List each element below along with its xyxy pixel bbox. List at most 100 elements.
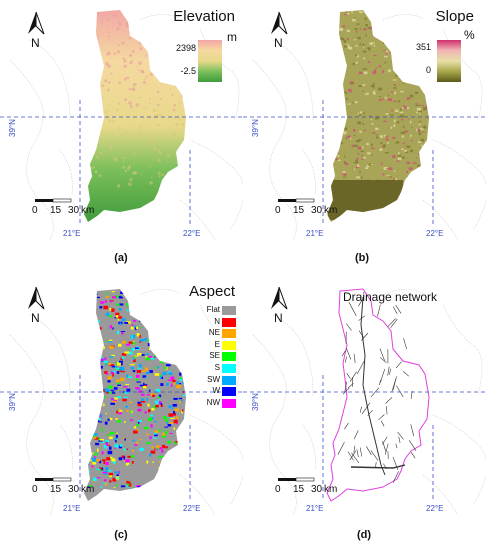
aspect-legend-label: NW [206,397,220,407]
panel-title: Slope [435,8,474,25]
longitude-label-22e: 22°E [426,504,444,513]
scalebar [278,198,315,203]
longitude-label-21e: 21°E [306,504,324,513]
elevation-map [0,10,243,241]
longitude-label-22e: 22°E [183,229,201,238]
aspect-legend-row: Flat [176,305,236,316]
longitude-label-22e: 22°E [426,229,444,238]
aspect-legend-swatch [222,306,236,315]
aspect-legend-swatch [222,387,236,397]
longitude-label-21e: 21°E [63,504,81,513]
graticule [243,375,486,500]
north-label: N [274,36,283,50]
panel-slope: N Slope % 351 0 39°N 21°E 22°E 0 15 30 k… [243,0,486,275]
drainage-map [243,288,486,516]
scalebar-15: 15 [50,205,62,216]
scalebar [35,477,72,482]
aspect-legend-row: W [176,386,236,397]
scalebar-unit: km [324,484,338,495]
north-arrow-icon [271,286,288,310]
panel-title: Drainage network [343,290,438,304]
aspect-legend-swatch [222,375,236,385]
panel-caption: (b) [354,252,370,264]
main-river [360,296,386,476]
legend-unit: m [227,30,237,44]
panel-caption: (d) [356,529,372,541]
slope-map [243,10,486,241]
aspect-legend-swatch [222,317,236,327]
north-arrow-icon [28,11,45,35]
scalebar-unit: km [81,205,95,216]
legend-unit: % [464,28,475,42]
aspect-legend-label: NE [208,328,220,338]
graticule [0,100,243,225]
scalebar-30: 30 [68,484,80,495]
graticule [243,100,486,225]
scalebar [35,198,72,203]
latitude-label: 39°N [8,393,17,411]
aspect-legend-label: E [214,339,220,349]
aspect-legend-label: S [214,363,220,372]
latitude-label: 39°N [251,393,260,411]
scalebar-0: 0 [32,484,38,495]
background-outlines [252,289,486,516]
north-arrow-icon [28,286,45,310]
panel-elevation: N Elevation m 2398 -2.5 39°N 21°E 22°E 0… [0,0,243,275]
aspect-legend-label: N [214,316,220,326]
aspect-map [0,289,243,516]
scalebar-30: 30 [311,205,323,216]
panel-caption: (c) [114,529,128,541]
longitude-label-22e: 22°E [183,504,201,513]
legend-min: -2.5 [180,66,196,76]
latitude-label: 39°N [8,119,17,137]
scalebar-unit: km [81,484,95,495]
drainage-lines [337,296,417,483]
aspect-legend-row: NW [176,397,236,409]
scalebar-0: 0 [275,205,281,216]
panel-title: Aspect [189,283,235,300]
scalebar-15: 15 [50,484,62,495]
north-label: N [274,311,283,325]
aspect-legend-row: E [176,339,236,351]
aspect-legend-label: SE [209,351,220,361]
scalebar-15: 15 [293,484,305,495]
scalebar-0: 0 [275,484,281,495]
scalebar-15: 15 [293,205,305,216]
north-label: N [31,36,40,50]
longitude-label-21e: 21°E [306,229,324,238]
aspect-legend-swatch [222,352,236,362]
scalebar-unit: km [324,205,338,216]
aspect-legend-row: SW [176,374,236,386]
color-ramp [437,40,461,82]
aspect-legend-swatch [222,398,236,408]
background-outlines [252,14,486,241]
elevation-surface [84,10,186,222]
north-arrow-icon [271,11,288,35]
aspect-legend-swatch [222,340,236,350]
legend-max: 2398 [175,43,196,53]
aspect-legend-label: SW [207,374,220,384]
panel-title: Elevation [173,8,235,25]
background-outlines [9,289,243,516]
aspect-legend-swatch [222,329,236,339]
aspect-legend-row: S [176,363,236,374]
aspect-legend-row: NE [176,328,236,339]
aspect-legend-swatch [222,364,236,373]
panel-caption: (a) [114,252,128,264]
panel-drainage: N Drainage network 39°N 21°E 22°E 0 15 3… [243,275,486,550]
latitude-label: 39°N [251,119,260,137]
color-ramp [198,40,222,82]
aspect-legend-row: SE [176,351,236,362]
panel-aspect: N Aspect Flat N NE E SE S SW W NW 39°N 21°E 22°E… [0,275,243,550]
scalebar [278,477,315,482]
aspect-legend-row: N [176,316,236,328]
legend-min: 0 [425,65,431,75]
aspect-legend-label: W [212,386,220,396]
scalebar-30: 30 [68,205,80,216]
aspect-legend-label: Flat [206,305,220,314]
basin-border [326,288,430,502]
graticule [0,375,243,500]
north-label: N [31,311,40,325]
longitude-label-21e: 21°E [63,229,81,238]
